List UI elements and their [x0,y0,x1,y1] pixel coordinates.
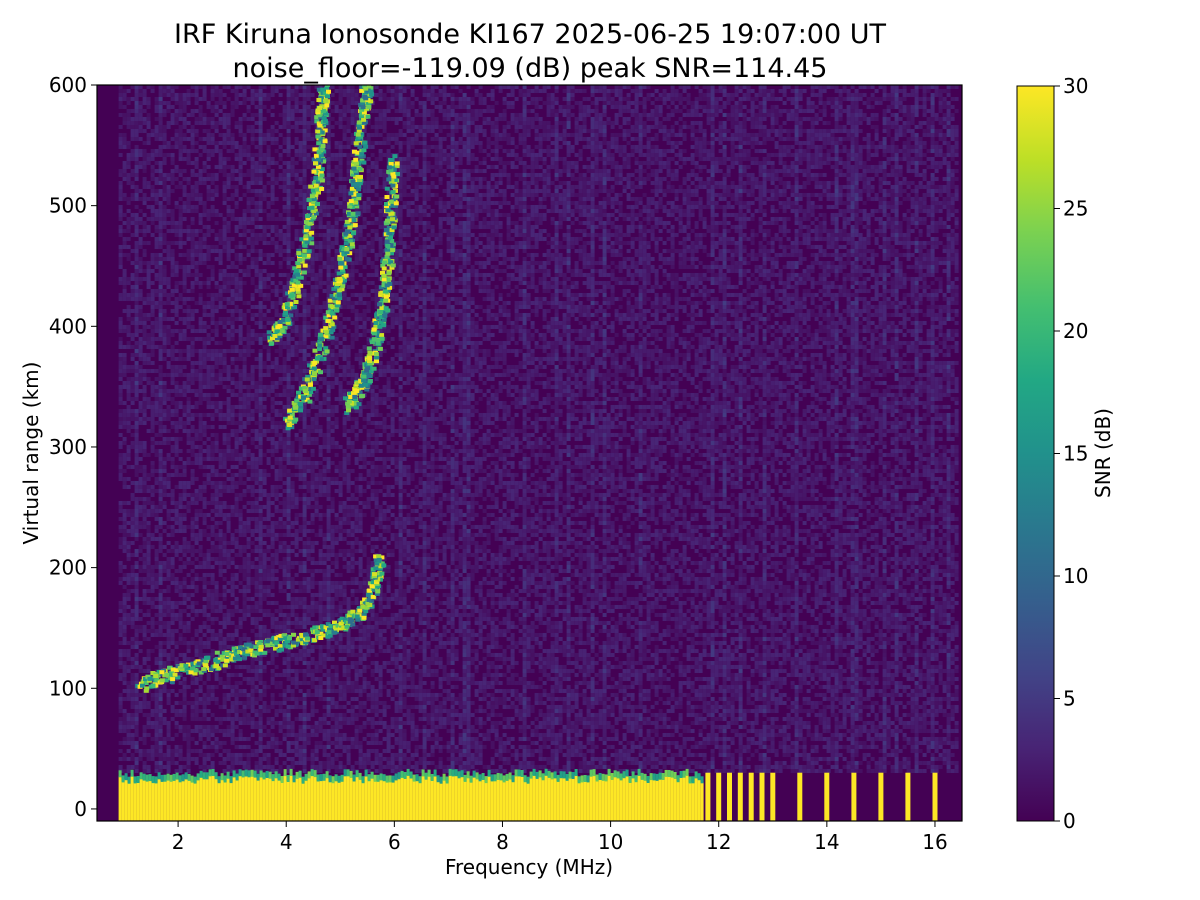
colorbar-label: SNR (dB) [1091,408,1115,498]
y-tick-label: 400 [49,314,87,338]
echo-trace [135,554,387,693]
ground-echo-line [878,772,884,821]
y-tick-label: 600 [49,73,87,97]
y-tick-label: 100 [49,676,87,700]
ground-echo-line [770,772,776,821]
x-tick-label: 2 [172,830,185,854]
y-axis-label: Virtual range (km) [19,362,43,545]
colorbar-tick-label: 25 [1063,197,1088,221]
echo-trace [266,85,331,346]
ground-echo-line [727,772,732,821]
ground-echo-line [797,772,803,821]
y-tick-label: 500 [49,194,87,218]
chart-title: IRF Kiruna Ionosonde KI167 2025-06-25 19… [174,19,887,50]
x-tick-label: 4 [280,830,293,854]
colorbar-ticks: 0 5 10 15 20 25 30 [1054,74,1088,833]
chart-subtitle: noise_floor=-119.09 (dB) peak SNR=114.45 [233,53,828,84]
colorbar-tick-label: 10 [1063,564,1088,588]
colorbar-tick-label: 0 [1063,809,1076,833]
x-tick-label: 6 [388,830,401,854]
colorbar-tick-label: 20 [1063,319,1088,343]
ground-echo-line [737,772,743,821]
ground-echo-line [905,772,911,821]
ground-echo-line [851,772,857,821]
echo-trace [283,85,375,431]
x-axis-ticks: 2 4 6 8 10 12 14 16 [172,821,948,854]
x-tick-label: 8 [496,830,509,854]
ground-echo-line [824,772,830,821]
y-tick-label: 0 [74,797,87,821]
ground-echo-line [748,772,754,821]
x-tick-label: 16 [922,830,947,854]
ground-echo-line [759,772,765,821]
y-tick-label: 300 [49,435,87,459]
ground-echo [118,768,938,821]
x-tick-label: 10 [598,830,623,854]
y-axis-ticks: 0 100 200 300 400 500 600 [49,73,97,821]
x-tick-label: 14 [814,830,839,854]
x-tick-label: 12 [706,830,731,854]
colorbar-tick-label: 15 [1063,442,1088,466]
heatmap-layer [118,85,959,821]
colorbar-tick-label: 5 [1063,687,1076,711]
colorbar [1016,85,1055,822]
y-tick-label: 200 [49,556,87,580]
x-axis-label: Frequency (MHz) [445,855,613,879]
ground-echo-line [716,772,722,821]
plot-frame [96,84,963,822]
ground-echo-line [932,772,938,821]
ground-echo-line [705,772,711,821]
echo-trace [342,154,400,415]
noise-texture [118,85,959,773]
colorbar-tick-label: 30 [1063,74,1088,98]
